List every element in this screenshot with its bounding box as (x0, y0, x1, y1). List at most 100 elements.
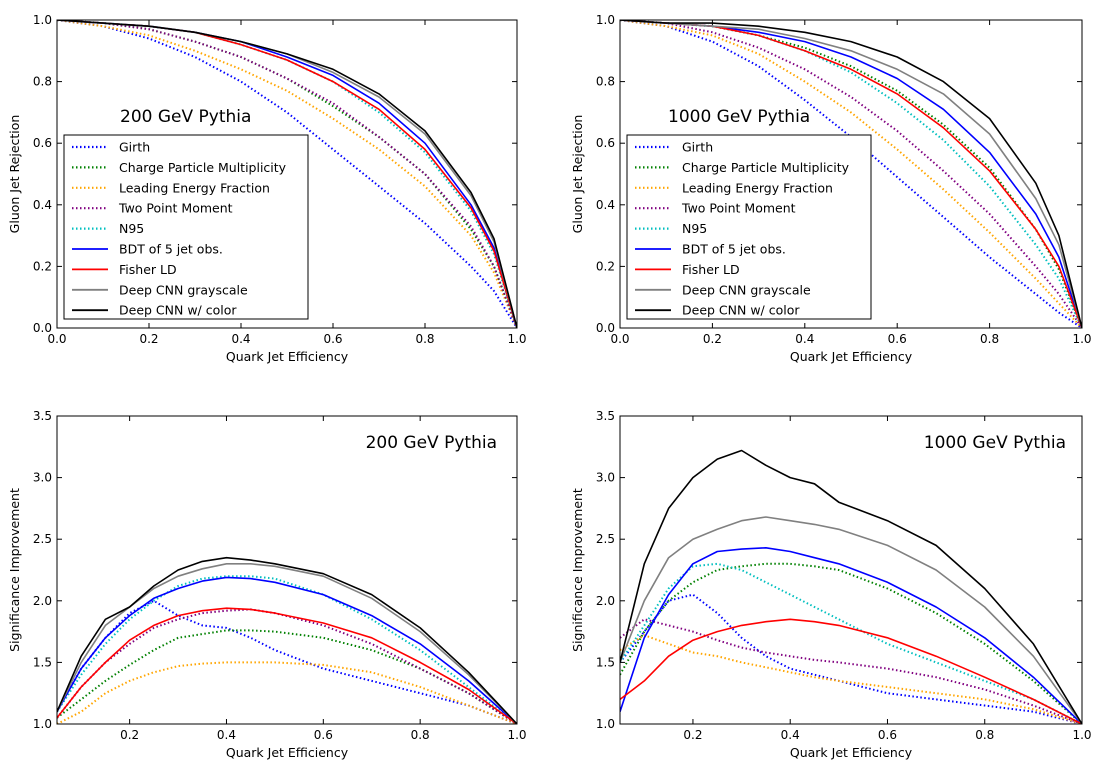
x-tick-label: 0.8 (980, 332, 999, 346)
series-line-fisher-ld (57, 607, 517, 724)
x-tick-label: 0.2 (703, 332, 722, 346)
legend: Girth Charge Particle Multiplicity Leading… (626, 134, 872, 320)
y-tick-label: 1.0 (33, 717, 52, 731)
legend-label: Charge Particle Multiplicity (682, 160, 850, 175)
y-tick-label: 3.5 (33, 409, 52, 423)
series-line-two-point-moment (57, 20, 517, 328)
legend-label: Girth (682, 140, 713, 155)
y-tick-label: 0.0 (33, 321, 52, 335)
plot-frame (619, 19, 1083, 329)
y-tick-label: 3.0 (33, 471, 52, 485)
series-line-deep-cnn-w-color (57, 556, 517, 724)
y-tick-label: 3.0 (596, 471, 615, 485)
x-axis-label: Quark Jet Efficiency (790, 349, 913, 364)
y-tick-label: 2.0 (596, 594, 615, 608)
x-axis-label: Quark Jet Efficiency (226, 745, 349, 760)
x-tick-label: 0.2 (139, 332, 158, 346)
chart-title: 1000 GeV Pythia (924, 433, 1066, 453)
series-line-two-point-moment (620, 20, 1082, 328)
x-tick-label: 0.6 (888, 332, 907, 346)
series-group (620, 449, 1082, 724)
x-tick-label: 1.0 (507, 332, 526, 346)
legend-label: N95 (682, 221, 707, 236)
x-tick-label: 0.8 (415, 332, 434, 346)
series-line-bdt-of-5-jet-obs (57, 576, 517, 724)
legend-label: Deep CNN w/ color (119, 303, 237, 318)
chart-title: 200 GeV Pythia (366, 433, 497, 453)
legend-label: N95 (119, 221, 144, 236)
series-line-girth (620, 593, 1082, 724)
legend-label: Leading Energy Fraction (119, 180, 270, 195)
x-tick-label: 0.4 (795, 332, 814, 346)
y-tick-label: 0.8 (596, 75, 615, 89)
y-tick-label: 2.0 (33, 594, 52, 608)
series-line-charge-particle-multiplicity (57, 629, 517, 724)
y-tick-label: 1.0 (596, 717, 615, 731)
series-line-leading-energy-fraction (620, 634, 1082, 724)
series-line-bdt-of-5-jet-obs (620, 546, 1082, 724)
x-tick-label: 0.4 (217, 728, 236, 742)
plot-frame (619, 415, 1083, 725)
series-group (620, 20, 1082, 328)
y-axis-label: Significance Improvement (570, 488, 585, 652)
chart-title: 200 GeV Pythia (120, 107, 251, 127)
chart-title: 1000 GeV Pythia (668, 107, 810, 127)
legend-label: Girth (119, 140, 150, 155)
x-tick-label: 0.8 (411, 728, 430, 742)
y-tick-label: 0.0 (596, 321, 615, 335)
y-tick-label: 2.5 (33, 532, 52, 546)
y-tick-label: 0.4 (33, 198, 52, 212)
x-tick-label: 0.2 (120, 728, 139, 742)
x-tick-label: 0.4 (231, 332, 250, 346)
legend: Girth Charge Particle Multiplicity Leading… (63, 134, 309, 320)
series-line-deep-cnn-grayscale (620, 516, 1082, 724)
y-axis-label: Gluon Jet Rejection (570, 115, 585, 234)
x-tick-label: 0.4 (781, 728, 800, 742)
significance-200gev-panel: 0.2 0.4 0.6 0.8 1.0 1.0 1.5 2.0 2.5 3.0 3.5 Quark J… (7, 409, 527, 760)
x-tick-label: 0.2 (683, 728, 702, 742)
series-line-deep-cnn-w-color (620, 20, 1082, 328)
y-tick-label: 1.0 (33, 13, 52, 27)
y-tick-label: 0.6 (33, 136, 52, 150)
y-tick-label: 2.5 (596, 532, 615, 546)
x-tick-label: 1.0 (1072, 728, 1091, 742)
y-tick-label: 0.4 (596, 198, 615, 212)
series-line-charge-particle-multiplicity (620, 562, 1082, 724)
legend-label: Deep CNN grayscale (119, 282, 248, 297)
legend-label: Deep CNN w/ color (682, 303, 800, 318)
x-tick-label: 0.6 (323, 332, 342, 346)
series-group (57, 556, 517, 724)
series-line-two-point-moment (57, 608, 517, 724)
legend-label: Fisher LD (119, 262, 177, 277)
legend-label: Fisher LD (682, 262, 740, 277)
y-tick-label: 1.0 (596, 13, 615, 27)
x-axis-label: Quark Jet Efficiency (226, 349, 349, 364)
roc-200gev-panel: 0.0 0.2 0.4 0.6 0.8 1.0 0.0 0.2 0.4 0.6 0.8 1.0 Quar… (7, 13, 527, 364)
x-tick-label: 0.0 (47, 332, 66, 346)
y-tick-label: 3.5 (596, 409, 615, 423)
significance-1000gev-panel: 0.2 0.4 0.6 0.8 1.0 1.0 1.5 2.0 2.5 3.0 3.5 Quark J… (570, 409, 1092, 760)
legend-label: Two Point Moment (118, 201, 233, 216)
series-line-leading-energy-fraction (57, 661, 517, 724)
y-tick-label: 1.5 (33, 655, 52, 669)
series-line-girth (57, 20, 517, 328)
x-axis-label: Quark Jet Efficiency (790, 745, 913, 760)
legend-box (626, 134, 872, 320)
legend-label: BDT of 5 jet obs. (119, 242, 223, 257)
x-tick-label: 0.6 (314, 728, 333, 742)
legend-label: Deep CNN grayscale (682, 282, 811, 297)
x-tick-label: 1.0 (507, 728, 526, 742)
y-tick-label: 0.2 (596, 259, 615, 273)
series-line-deep-cnn-grayscale (57, 562, 517, 724)
x-tick-label: 1.0 (1072, 332, 1091, 346)
y-tick-label: 0.6 (596, 136, 615, 150)
y-axis-label: Gluon Jet Rejection (7, 115, 22, 234)
legend-label: BDT of 5 jet obs. (682, 242, 786, 257)
plot-frame (56, 19, 518, 329)
series-line-deep-cnn-grayscale (620, 20, 1082, 328)
legend-label: Leading Energy Fraction (682, 180, 833, 195)
series-group (57, 20, 517, 328)
y-axis-label: Significance Improvement (7, 488, 22, 652)
series-line-leading-energy-fraction (57, 20, 517, 328)
